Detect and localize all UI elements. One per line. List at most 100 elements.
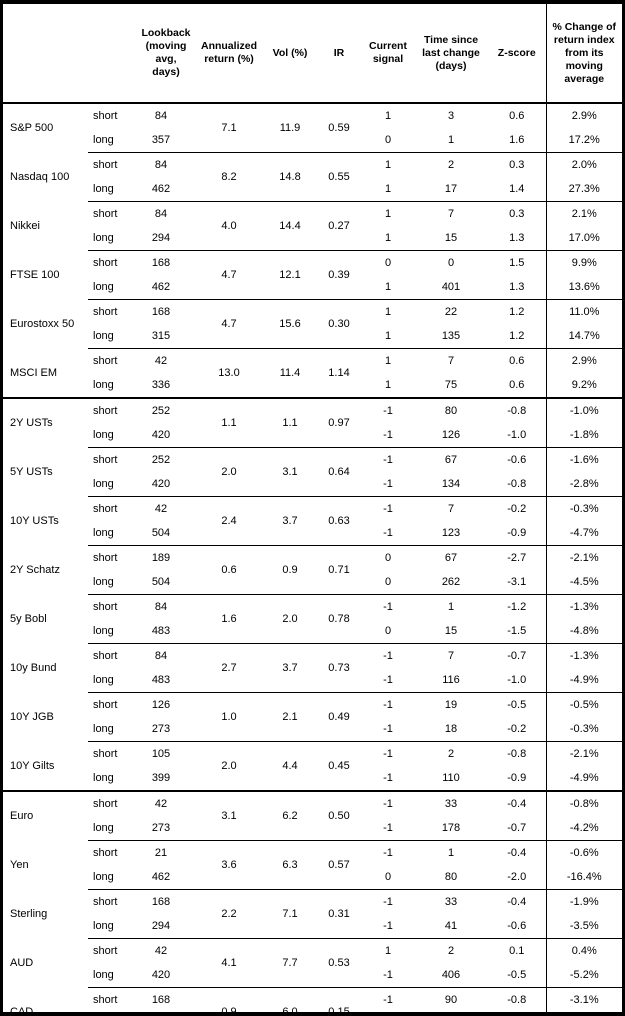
zscore-value: 0.6 bbox=[509, 379, 525, 391]
pct-change-value: -0.6% bbox=[545, 840, 622, 865]
signal-value: 1 bbox=[384, 281, 392, 293]
annualized-return-value: 2.2 bbox=[194, 889, 264, 939]
time-since-change-value: 22 bbox=[414, 299, 488, 324]
signal-value: -1 bbox=[362, 397, 414, 423]
signal-value: 1 bbox=[362, 201, 414, 226]
vol-value: 6.2 bbox=[264, 790, 316, 841]
horizon-label: long bbox=[93, 478, 114, 490]
signal-value: -1 bbox=[362, 889, 414, 914]
horizon-label: short bbox=[88, 840, 138, 865]
pct-change-value: 14.7% bbox=[545, 324, 622, 349]
signal-value: 0 bbox=[362, 250, 414, 275]
lookback-value: 42 bbox=[138, 790, 194, 816]
lookback-value: 126 bbox=[138, 692, 194, 717]
zscore-value: -0.8 bbox=[488, 397, 546, 423]
annualized-return-value: 4.7 bbox=[194, 299, 264, 349]
lookback-value: 252 bbox=[138, 397, 194, 423]
pct-change-value: -1.3% bbox=[545, 594, 622, 619]
signal-value: -1 bbox=[383, 478, 393, 490]
zscore-value: -0.8 bbox=[488, 741, 546, 766]
zscore-value: 0.1 bbox=[488, 938, 546, 963]
ir-value: 0.15 bbox=[316, 987, 362, 1012]
annualized-return-value: 2.4 bbox=[194, 496, 264, 546]
signal-value: -1 bbox=[362, 840, 414, 865]
horizon-label: short bbox=[88, 496, 138, 521]
time-since-change-value: 2 bbox=[414, 741, 488, 766]
zscore-value: 1.2 bbox=[509, 330, 525, 342]
horizon-label: long bbox=[93, 379, 114, 391]
zscore-value: -0.4 bbox=[488, 889, 546, 914]
vol-value: 14.4 bbox=[264, 201, 316, 251]
time-since-change-value: 401 bbox=[441, 281, 461, 293]
table-row: long 420 -1 126 -1.0 -1.8% bbox=[3, 423, 622, 448]
time-since-change-value: 262 bbox=[441, 576, 461, 588]
table-row: Euro short 42 3.1 6.2 0.50 -1 33 -0.4 -0.8% bbox=[3, 790, 622, 841]
ir-value: 0.63 bbox=[316, 496, 362, 546]
table-row: long 294 -1 41 -0.6 -3.5% bbox=[3, 914, 622, 939]
annualized-return-value: 3.6 bbox=[194, 840, 264, 890]
zscore-value: 1.3 bbox=[509, 232, 525, 244]
time-since-change-value: 3 bbox=[414, 102, 488, 128]
momentum-signals-table: Lookback (moving avg, days) Annualized r… bbox=[3, 4, 622, 1016]
vol-value: 15.6 bbox=[264, 299, 316, 349]
col-header-zscore: Z-score bbox=[488, 4, 546, 104]
pct-change-value: -3.5% bbox=[545, 914, 622, 939]
time-since-change-value: 7 bbox=[414, 201, 488, 226]
vol-value: 14.8 bbox=[264, 152, 316, 202]
time-since-change-value: 116 bbox=[442, 674, 460, 686]
ir-value: 0.45 bbox=[316, 741, 362, 791]
signal-value: -1 bbox=[383, 969, 393, 981]
zscore-value: -0.2 bbox=[507, 723, 527, 735]
zscore-value: -0.2 bbox=[488, 496, 546, 521]
pct-change-value: -2.1% bbox=[545, 741, 622, 766]
time-since-change-value: 33 bbox=[414, 889, 488, 914]
instrument-name: MSCI EM bbox=[10, 366, 58, 379]
annualized-return-value: 0.6 bbox=[194, 545, 264, 595]
pct-change-value: 2.9% bbox=[545, 348, 622, 373]
pct-change-value: 9.2% bbox=[545, 373, 622, 398]
pct-change-value: 2.9% bbox=[545, 102, 622, 128]
annualized-return-value: 7.1 bbox=[194, 102, 264, 153]
annualized-return-value: 1.1 bbox=[194, 397, 264, 448]
horizon-label: long bbox=[93, 134, 114, 146]
instrument-name: AUD bbox=[10, 957, 34, 969]
table-body: S&P 500 short 84 7.1 11.9 0.59 1 3 0.6 2.9% long 35… bbox=[3, 102, 622, 1016]
time-since-change-value: 135 bbox=[441, 330, 461, 342]
signal-value: -1 bbox=[362, 643, 414, 668]
ir-value: 0.49 bbox=[316, 692, 362, 742]
time-since-change-value: 75 bbox=[444, 379, 458, 391]
pct-change-value: 13.6% bbox=[545, 275, 622, 300]
lookback-value: 84 bbox=[138, 201, 194, 226]
signal-value: -1 bbox=[383, 723, 393, 735]
time-since-change-value: 19 bbox=[414, 692, 488, 717]
lookback-value: 105 bbox=[138, 741, 194, 766]
horizon-label: long bbox=[93, 920, 114, 932]
ir-value: 0.64 bbox=[316, 447, 362, 497]
horizon-label: long bbox=[93, 183, 114, 195]
vol-value: 6.0 bbox=[264, 987, 316, 1012]
time-since-change-value: 1 bbox=[414, 840, 488, 865]
horizon-label: short bbox=[88, 741, 138, 766]
zscore-value: 0.3 bbox=[488, 201, 546, 226]
col-header-pct-change: % Change of return index from its moving… bbox=[545, 4, 622, 104]
horizon-label: short bbox=[88, 889, 138, 914]
pct-change-value: -0.5% bbox=[545, 692, 622, 717]
pct-change-value: -1.9% bbox=[545, 889, 622, 914]
lookback-value: 84 bbox=[138, 152, 194, 177]
annualized-return-value: 4.1 bbox=[194, 938, 264, 988]
pct-change-value: -16.4% bbox=[545, 865, 622, 890]
table-row: long 336 1 75 0.6 9.2% bbox=[3, 373, 622, 398]
table-row: Yen short 21 3.6 6.3 0.57 -1 1 -0.4 -0.6% bbox=[3, 840, 622, 890]
annualized-return-value: 13.0 bbox=[194, 348, 264, 398]
time-since-change-value: 110 bbox=[442, 772, 460, 784]
signal-value: 1 bbox=[362, 152, 414, 177]
pct-change-value: -4.8% bbox=[545, 619, 622, 644]
signal-value: -1 bbox=[362, 1012, 414, 1016]
pct-change-value: -1.6% bbox=[545, 447, 622, 472]
lookback-value: 273 bbox=[151, 723, 171, 735]
pct-change-value: -1.8% bbox=[545, 423, 622, 448]
zscore-value: -0.4 bbox=[488, 840, 546, 865]
pct-change-value: -7.1% bbox=[546, 1012, 622, 1016]
table-row: long 462 1 17 1.4 27.3% bbox=[3, 177, 622, 202]
